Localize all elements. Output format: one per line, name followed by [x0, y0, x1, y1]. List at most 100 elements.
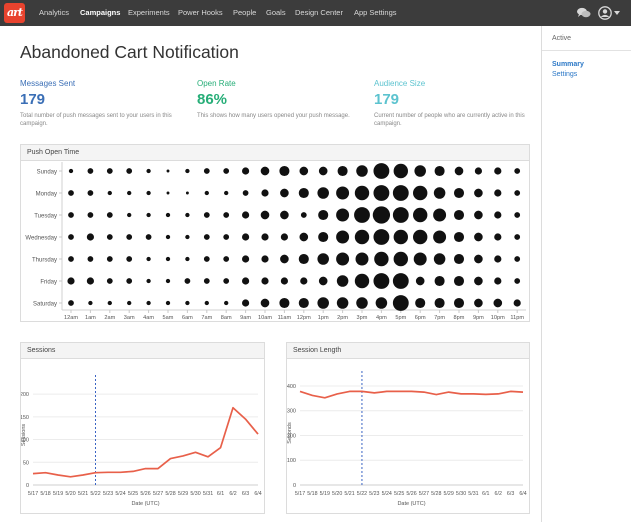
sidebar-link-settings[interactable]: Settings	[552, 71, 578, 78]
punch-dot	[127, 190, 132, 196]
punch-dot	[165, 256, 171, 262]
punch-dot	[393, 251, 408, 267]
hour-label: 9am	[240, 315, 251, 321]
chat-icon[interactable]	[577, 7, 591, 19]
punch-dot	[260, 166, 270, 176]
nav-campaigns[interactable]: Campaigns	[80, 8, 121, 17]
punch-dot	[261, 233, 269, 241]
hour-label: 2pm	[337, 315, 348, 321]
x-tick-label: 5/27	[419, 491, 429, 497]
top-nav-bar: art Analytics Campaigns Experiments Powe…	[0, 0, 631, 26]
x-tick-label: 5/26	[406, 491, 416, 497]
punch-dot	[392, 185, 409, 201]
punch-dot	[453, 253, 465, 265]
punch-dot	[185, 168, 190, 174]
x-tick-label: 5/31	[203, 491, 213, 497]
user-avatar-icon[interactable]	[598, 6, 612, 20]
punch-dot	[317, 297, 329, 309]
punch-dot	[356, 297, 368, 309]
punch-dot	[494, 211, 502, 219]
punch-dot	[453, 297, 465, 309]
punch-dot	[433, 253, 446, 265]
nav-experiments[interactable]: Experiments	[128, 8, 170, 17]
x-tick-label: 5/21	[78, 491, 88, 497]
sidebar-link-summary[interactable]: Summary	[552, 61, 584, 68]
punch-dot	[434, 275, 445, 287]
punch-dot	[299, 166, 309, 176]
nav-app-settings[interactable]: App Settings	[354, 8, 397, 17]
punch-dot	[242, 299, 250, 307]
punch-dot	[261, 189, 269, 197]
punch-dot	[184, 278, 191, 284]
nav-people[interactable]: People	[233, 8, 257, 17]
nav-design-center[interactable]: Design Center	[295, 8, 343, 17]
punch-dot	[318, 231, 329, 243]
punch-dot	[300, 277, 308, 285]
y-tick-label: 150	[21, 415, 29, 421]
stat-description: This shows how many users opened your pu…	[197, 113, 350, 119]
x-tick-label: 5/24	[382, 491, 392, 497]
panel-title: Push Open Time	[21, 145, 529, 161]
punch-dot	[204, 300, 209, 306]
x-tick-label: 5/20	[65, 491, 75, 497]
punch-dot	[514, 212, 521, 218]
punch-dot	[336, 186, 350, 200]
punch-dot	[260, 210, 270, 220]
hour-label: 5pm	[395, 315, 406, 321]
punch-dot	[415, 276, 425, 286]
x-axis-label: Date (UTC)	[397, 501, 425, 507]
punch-dot	[393, 163, 408, 179]
punch-dot	[145, 234, 152, 240]
campaign-status: Active	[552, 35, 572, 42]
hour-label: 6pm	[415, 315, 426, 321]
series-line	[32, 406, 259, 478]
punch-dot	[146, 212, 151, 218]
punch-dot	[68, 168, 74, 174]
punch-dot	[86, 277, 94, 285]
y-axis-label: Seconds	[287, 422, 293, 444]
app-logo[interactable]: art	[4, 3, 25, 23]
punch-dot	[126, 168, 133, 174]
x-tick-label: 6/3	[507, 491, 514, 497]
caret-down-icon[interactable]	[614, 11, 620, 15]
session-length-panel: Session Length 0 100 200 300 400 5/17 5/18 5/19…	[286, 342, 530, 514]
x-tick-label: 5/22	[357, 491, 367, 497]
punch-dot	[373, 229, 390, 245]
x-tick-label: 6/2	[229, 491, 236, 497]
punch-dot	[317, 187, 329, 199]
punch-dot	[260, 298, 270, 308]
punch-dot	[280, 254, 289, 264]
nav-analytics[interactable]: Analytics	[39, 8, 70, 17]
punch-dot	[454, 166, 464, 176]
punch-dot	[453, 231, 465, 243]
punch-dot	[242, 211, 250, 219]
punch-dot	[223, 234, 230, 240]
punch-dot	[414, 165, 426, 177]
x-tick-label: 5/22	[90, 491, 100, 497]
punch-dot	[166, 169, 170, 173]
punch-dot	[494, 189, 502, 197]
punch-dot	[514, 234, 521, 240]
y-tick-label: 100	[287, 458, 296, 464]
nav-goals[interactable]: Goals	[266, 8, 286, 17]
punch-dot	[165, 212, 171, 218]
x-tick-label: 5/26	[140, 491, 150, 497]
x-axis-label: Date (UTC)	[131, 501, 159, 507]
punch-dot	[203, 212, 210, 218]
punch-dot	[126, 278, 133, 284]
nav-power-hooks[interactable]: Power Hooks	[178, 8, 223, 17]
punch-dot	[242, 277, 250, 285]
hour-label: 4am	[143, 315, 154, 321]
stat-description: Total number of push messages sent to yo…	[20, 113, 172, 127]
hour-label: 12am	[64, 315, 78, 321]
main-content: Abandoned Cart Notification Messages Sen…	[0, 26, 541, 522]
hour-label: 10pm	[491, 315, 505, 321]
punch-dot	[223, 168, 230, 174]
stat-label: Messages Sent	[20, 79, 76, 88]
punch-dot	[474, 167, 482, 175]
punch-dot	[433, 187, 446, 199]
punch-dot	[127, 300, 132, 306]
punch-dot	[146, 256, 151, 262]
x-tick-label: 5/30	[190, 491, 200, 497]
punch-dot	[298, 187, 309, 199]
